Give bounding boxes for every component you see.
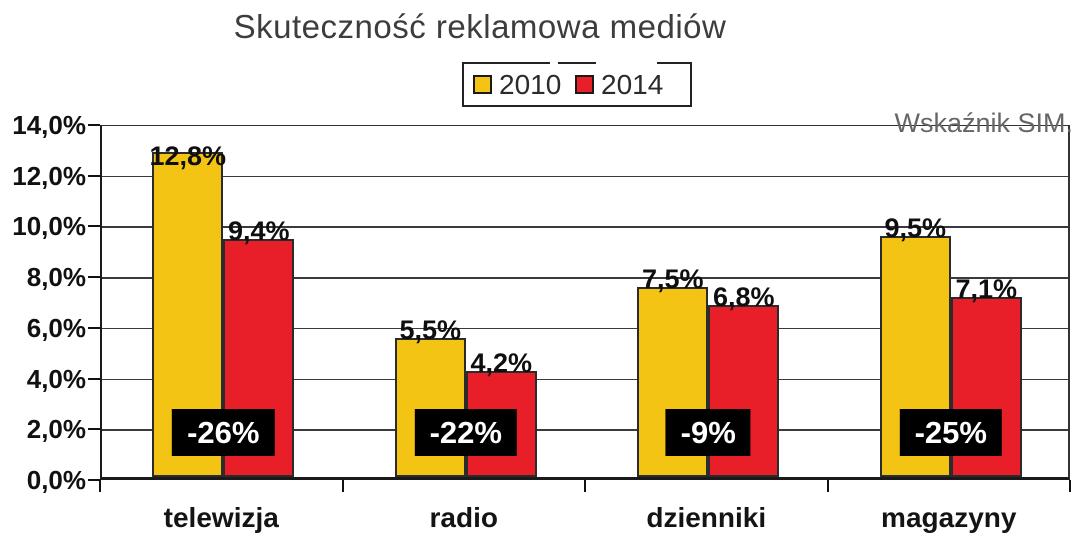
plot-area: 12,8% 9,4% -26% 5,5% 4,2% -22% 7,5% 6,8% -9% 9,5%… <box>100 125 1070 480</box>
y-axis-label-2pct: 2,0% <box>26 414 86 445</box>
y-axis-label-12pct: 12,0% <box>12 160 86 191</box>
legend-item-2010: 2010 <box>473 64 561 105</box>
y-axis-label-4pct: 4,0% <box>26 363 86 394</box>
legend-border-gap <box>549 62 558 65</box>
bar-radio-2010 <box>394 337 466 477</box>
value-label-magazyny-2014: 7,1% <box>955 273 1018 304</box>
y-axis-tick-2pct <box>88 428 100 431</box>
gridline-8pct <box>102 277 1068 279</box>
change-badge-magazyny: -25% <box>899 409 1002 456</box>
value-label-magazyny-2010: 9,5% <box>884 213 947 244</box>
y-axis-tick-6pct <box>88 326 100 329</box>
y-axis-tick-10pct <box>88 225 100 228</box>
x-axis-tick-3 <box>826 480 829 492</box>
gridline-4pct <box>102 378 1068 381</box>
legend-border-gap <box>596 62 658 65</box>
y-axis-tick-14pct <box>88 124 100 126</box>
legend-label-2014: 2014 <box>601 69 664 100</box>
y-axis-label-14pct: 14,0% <box>12 110 86 140</box>
x-axis-label-telewizja: telewizja <box>163 502 279 533</box>
legend: 2010 2014 <box>462 62 692 107</box>
y-axis-tick-0pct <box>88 479 100 481</box>
x-axis-label-radio: radio <box>429 502 498 533</box>
change-badge-dzienniki: -9% <box>665 409 751 456</box>
change-badge-telewizja: -26% <box>172 409 275 456</box>
value-label-telewizja-2010: 12,8% <box>149 141 227 172</box>
y-axis-label-8pct: 8,0% <box>26 262 86 293</box>
value-label-radio-2014: 4,2% <box>470 347 533 378</box>
legend-label-2010: 2010 <box>499 69 562 100</box>
chart-title: Skuteczność reklamowa mediów <box>233 8 727 45</box>
y-axis-tick-8pct <box>88 276 100 279</box>
y-axis-label-10pct: 10,0% <box>12 211 86 242</box>
y-axis-tick-12pct <box>88 174 100 177</box>
legend-item-2014: 2014 <box>575 64 663 105</box>
value-label-radio-2010: 5,5% <box>399 314 462 345</box>
change-badge-radio: -22% <box>414 409 517 456</box>
x-axis-tick-4 <box>1069 480 1071 492</box>
gridline-10pct <box>102 226 1068 228</box>
y-axis-label-6pct: 6,0% <box>26 312 86 343</box>
y-axis-tick-4pct <box>88 377 100 380</box>
x-axis-tick-2 <box>584 480 586 492</box>
gridline-2pct <box>102 429 1068 431</box>
x-axis-label-dzienniki: dzienniki <box>646 502 767 533</box>
value-label-dzienniki-2014: 6,8% <box>712 281 775 312</box>
legend-swatch-2014 <box>575 75 594 94</box>
value-label-telewizja-2014: 9,4% <box>227 215 290 246</box>
gridline-6pct <box>102 327 1068 330</box>
x-axis-tick-1 <box>341 480 344 492</box>
chart-annotation: Wskaźnik SIM. <box>894 108 1073 138</box>
gridline-12pct <box>102 175 1068 178</box>
value-label-dzienniki-2010: 7,5% <box>641 263 704 294</box>
x-axis-label-magazyny: magazyny <box>881 502 1017 533</box>
legend-swatch-2010 <box>473 75 492 94</box>
y-axis-label-0pct: 0,0% <box>26 465 86 495</box>
x-axis-tick-0 <box>99 480 101 492</box>
